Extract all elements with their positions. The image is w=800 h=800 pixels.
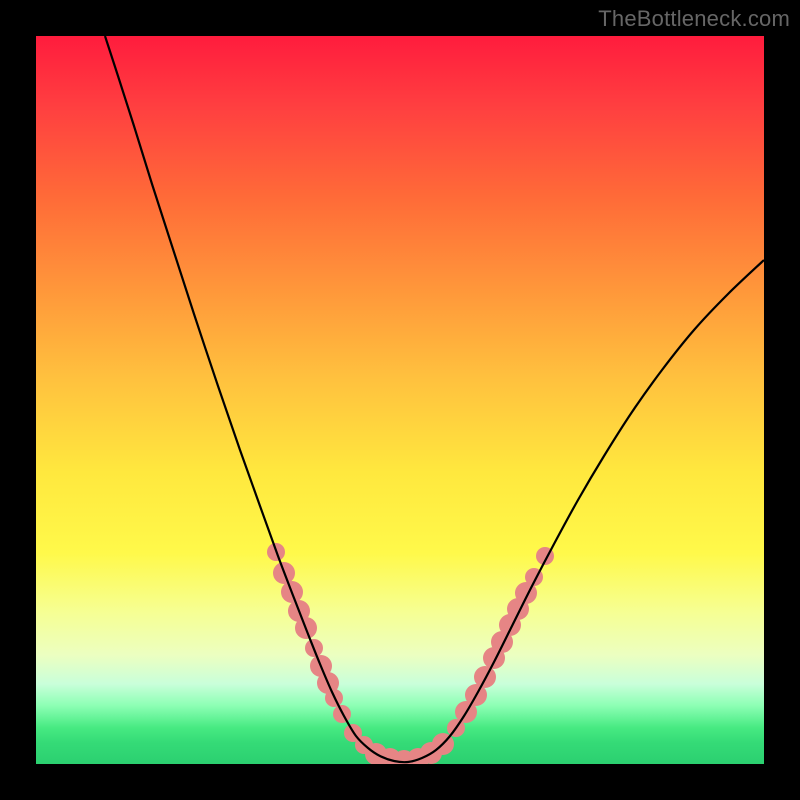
bottleneck-curve [105, 36, 764, 762]
plot-area [36, 36, 764, 764]
chart-svg [36, 36, 764, 764]
watermark-text: TheBottleneck.com [598, 6, 790, 32]
markers-group [267, 543, 554, 764]
chart-root: TheBottleneck.com [0, 0, 800, 800]
